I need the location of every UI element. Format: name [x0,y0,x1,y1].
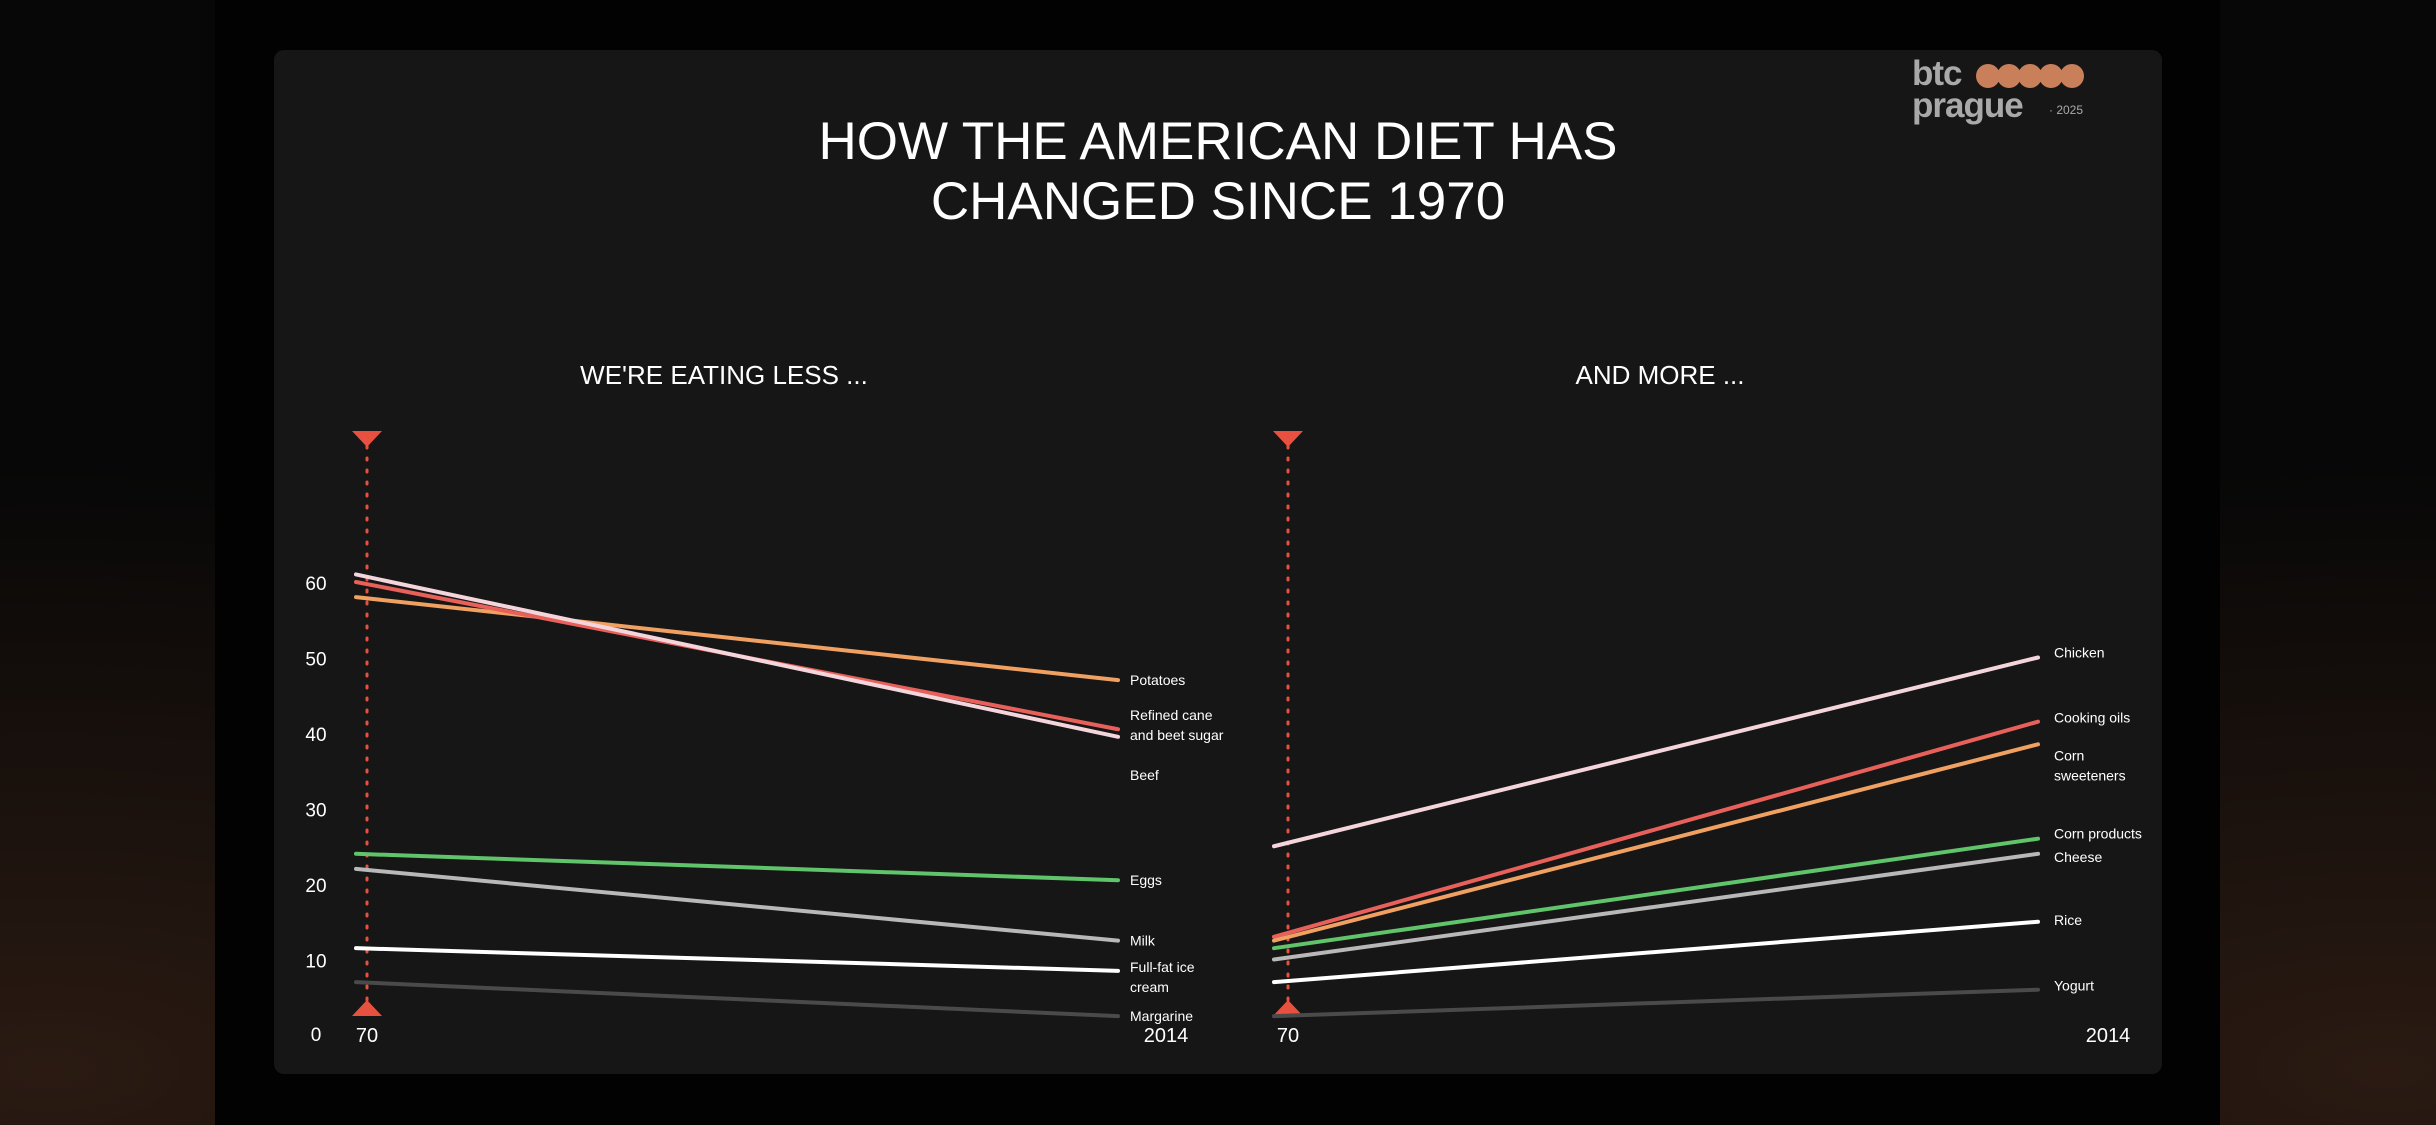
series-line-eggs [354,851,1120,883]
y-tick-label: 0 [311,1025,322,1046]
chart-title-line-1: HOW THE AMERICAN DIET HAS [818,112,1618,171]
series-line-cooking-oils [1272,719,2040,939]
x-tick-label: 2014 [2086,1025,2131,1047]
series-label: Eggs [1130,872,1162,888]
series-label: Cooking oils [2054,710,2130,726]
x-tick-label: 2014 [1144,1025,1189,1047]
series-label: Refined cane [1130,707,1213,723]
right-panel-title: AND MORE ... [1575,360,1745,390]
series-label: cream [1130,979,1169,995]
series-label: and beet sugar [1130,727,1224,743]
logo-dot [2060,64,2084,88]
y-tick-label: 60 [305,574,326,595]
series-line-chicken [1272,655,2040,849]
series-line-beef [354,572,1120,739]
logo-text-btc: btc [1912,54,1962,93]
chart-title-line-2: CHANGED SINCE 1970 [930,172,1506,231]
logo-dot [2018,64,2042,88]
series-label: Chicken [2054,645,2105,661]
series-line-margarine [354,980,1120,1019]
series-label: Full-fat ice [1130,959,1195,975]
series-label: Rice [2054,912,2082,928]
series-label: Margarine [1130,1008,1193,1024]
series-line-milk [354,866,1120,943]
x-tick-label: 70 [356,1025,378,1047]
marker-triangle-down [1273,431,1303,447]
series-label: Yogurt [2054,978,2094,994]
series-label: Corn [2054,747,2084,763]
logo-dot [2039,64,2063,88]
y-tick-label: 10 [305,952,326,973]
btc-prague-logo: btc prague · 2025 [1912,54,2122,128]
logo-dot [1976,64,2000,88]
series-line-corn-sweeteners [1272,742,2040,943]
y-tick-label: 30 [305,801,326,822]
x-tick-label: 70 [1277,1025,1299,1047]
y-tick-label: 50 [305,650,326,671]
series-label: sweeteners [2054,767,2126,783]
series-label: Corn products [2054,826,2142,842]
series-line-rice [1272,919,2040,985]
series-label: Potatoes [1130,672,1185,688]
logo-text-prague: prague [1912,86,2024,125]
y-tick-label: 20 [305,876,326,897]
series-line-potatoes [354,595,1120,683]
series-line-cheese [1272,851,2040,962]
slide [274,50,2162,1074]
marker-triangle-down [352,431,382,447]
marker-triangle-up [1273,1000,1303,1016]
series-label: Milk [1130,933,1156,949]
series-line-yogurt [1272,987,2040,1019]
series-label: Beef [1130,767,1159,783]
series-line-full-fat-ice-cream [354,946,1120,973]
left-panel-title: WE'RE EATING LESS ... [580,360,868,390]
logo-year: · 2025 [2049,103,2084,117]
logo-dot [1997,64,2021,88]
series-label: Cheese [2054,849,2102,865]
y-tick-label: 40 [305,725,326,746]
marker-triangle-up [352,1000,382,1016]
series-line-corn-products [1272,836,2040,951]
